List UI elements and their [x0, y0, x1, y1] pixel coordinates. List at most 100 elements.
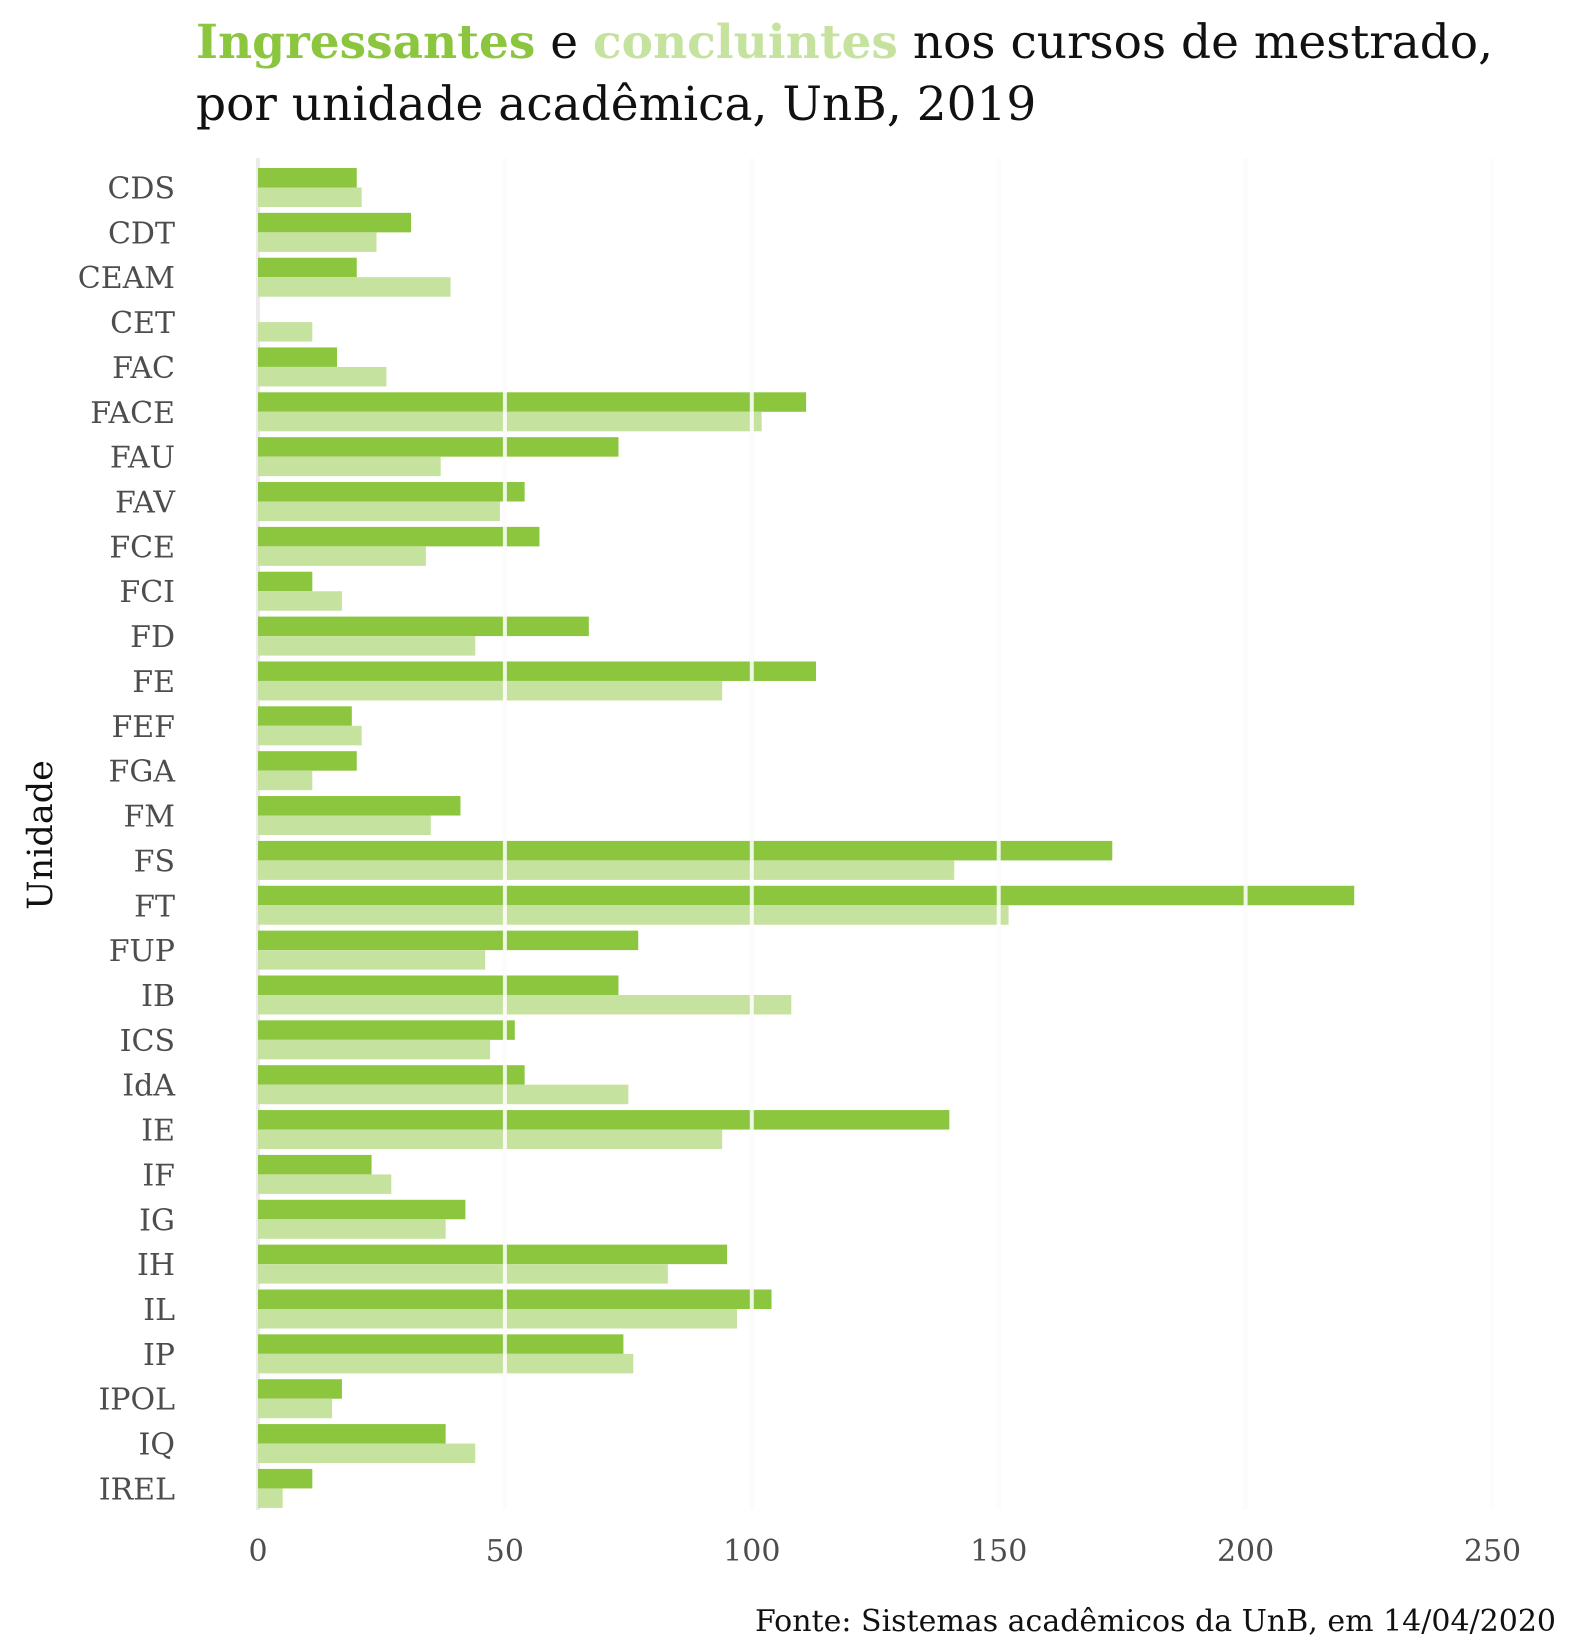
x-tick-label-100: 100: [723, 1534, 780, 1569]
bars: [258, 168, 1355, 1508]
bar-concluintes-ft: [258, 905, 1009, 925]
y-tick-label-ig: IG: [139, 1203, 175, 1238]
bar-ingressantes-fup: [258, 930, 639, 951]
x-tick-label-150: 150: [970, 1534, 1027, 1569]
bar-ingressantes-fga: [258, 751, 357, 771]
bar-ingressantes-fd: [258, 616, 589, 637]
bar-concluintes-fce: [258, 546, 426, 566]
bar-ingressantes-fci: [258, 571, 313, 592]
y-tick-label-cdt: CDT: [108, 216, 175, 251]
bar-ingressantes-face: [258, 392, 807, 412]
bar-ingressantes-cdt: [258, 212, 412, 233]
title-ingressantes: Ingressantes: [196, 15, 536, 70]
source-caption: Fonte: Sistemas acadêmicos da UnB, em 14…: [755, 1604, 1556, 1638]
y-tick-label-fci: FCI: [119, 575, 175, 610]
bar-ingressantes-fce: [258, 526, 540, 547]
bar-concluintes-fup: [258, 950, 486, 970]
y-tick-label-cet: CET: [110, 306, 175, 341]
x-tick-label-0: 0: [248, 1534, 267, 1569]
bar-ingressantes-fef: [258, 706, 352, 726]
y-tick-label-face: FACE: [90, 396, 175, 431]
bar-ingressantes-iq: [258, 1424, 446, 1444]
bar-ingressantes-fau: [258, 437, 619, 457]
y-tick-label-ft: FT: [134, 889, 175, 924]
y-tick-labels: CDS CDT CEAM CET FAC FACE FAU FAV FCE FCI FD FE FEF F…: [78, 172, 177, 1508]
bar-concluintes-irel: [258, 1488, 283, 1508]
x-tick-label-200: 200: [1217, 1534, 1274, 1569]
bar-concluintes-cds: [258, 187, 362, 207]
bar-ingressantes-cds: [258, 168, 357, 188]
bar-concluintes-il: [258, 1309, 737, 1329]
bar-concluintes-cdt: [258, 232, 377, 252]
bar-ingressantes-ip: [258, 1334, 624, 1354]
y-tick-label-ip: IP: [143, 1338, 175, 1373]
bar-concluintes-ipol: [258, 1398, 333, 1419]
title-connector: e: [535, 15, 594, 70]
y-tick-label-ida: IdA: [122, 1069, 175, 1104]
bar-concluintes-fga: [258, 770, 313, 791]
y-tick-label-ics: ICS: [120, 1024, 175, 1059]
bar-ingressantes-ih: [258, 1244, 728, 1265]
bar-ingressantes-ipol: [258, 1379, 342, 1399]
title-line2: por unidade acadêmica, UnB, 2019: [196, 77, 1037, 132]
y-tick-label-fd: FD: [130, 620, 175, 655]
y-tick-label-ipol: IPOL: [98, 1383, 175, 1418]
gridline-overlay: [502, 158, 1495, 1510]
bar-concluintes-fef: [258, 725, 362, 746]
y-tick-label-iq: IQ: [139, 1428, 175, 1463]
bar-concluintes-ip: [258, 1353, 634, 1374]
y-tick-label-fga: FGA: [109, 755, 176, 790]
bar-concluintes-cet: [258, 322, 313, 342]
bar-concluintes-fac: [258, 366, 387, 387]
bar-concluintes-ida: [258, 1084, 629, 1105]
y-tick-label-fce: FCE: [109, 530, 175, 565]
bar-concluintes-fd: [258, 636, 476, 656]
y-tick-label-fau: FAU: [110, 441, 175, 476]
bar-concluintes-fav: [258, 501, 500, 522]
bar-concluintes-ih: [258, 1264, 668, 1284]
y-tick-label-fs: FS: [134, 844, 175, 879]
bar-ingressantes-irel: [258, 1468, 313, 1489]
bar-ingressantes-if: [258, 1154, 372, 1175]
bar-ingressantes-ie: [258, 1110, 950, 1130]
bar-ingressantes-ceam: [258, 257, 357, 278]
bar-ingressantes-fac: [258, 347, 338, 367]
bar-ingressantes-ida: [258, 1065, 525, 1085]
bar-concluintes-if: [258, 1174, 392, 1194]
y-tick-label-ib: IB: [141, 979, 175, 1014]
bar-ingressantes-fe: [258, 661, 816, 681]
x-tick-label-50: 50: [486, 1534, 524, 1569]
bar-ingressantes-ics: [258, 1020, 515, 1040]
bar-ingressantes-ig: [258, 1199, 466, 1220]
x-tick-label-250: 250: [1464, 1534, 1521, 1569]
chart-title: Ingressantes e concluintes nos cursos de…: [196, 12, 1556, 136]
title-rest: nos cursos de mestrado,: [897, 15, 1494, 70]
x-tick-labels: 0 50 100 150 200 250: [248, 1534, 1521, 1569]
y-tick-label-fm: FM: [123, 800, 175, 835]
bar-concluintes-fci: [258, 591, 342, 611]
bar-concluintes-ceam: [258, 277, 451, 297]
title-concluintes: concluintes: [593, 15, 898, 70]
y-tick-label-fe: FE: [132, 665, 175, 700]
bar-concluintes-ie: [258, 1129, 723, 1150]
bar-ingressantes-fav: [258, 482, 525, 502]
y-tick-label-fac: FAC: [112, 351, 175, 386]
y-tick-label-fav: FAV: [115, 486, 176, 521]
y-tick-label-if: IF: [142, 1158, 175, 1193]
y-tick-label-ceam: CEAM: [78, 261, 175, 296]
bar-concluintes-fe: [258, 680, 723, 701]
bar-ingressantes-fs: [258, 840, 1113, 861]
y-tick-label-irel: IREL: [99, 1472, 175, 1507]
bar-ingressantes-ft: [258, 885, 1355, 906]
bar-ingressantes-ib: [258, 975, 619, 995]
y-tick-label-cds: CDS: [107, 172, 175, 207]
bar-ingressantes-il: [258, 1289, 772, 1309]
y-tick-label-ie: IE: [141, 1114, 175, 1149]
bar-concluintes-fau: [258, 456, 441, 477]
y-tick-label-il: IL: [143, 1293, 175, 1328]
bar-concluintes-fs: [258, 860, 955, 880]
bar-concluintes-iq: [258, 1443, 476, 1464]
bar-concluintes-ib: [258, 994, 792, 1015]
bar-concluintes-ics: [258, 1039, 491, 1060]
